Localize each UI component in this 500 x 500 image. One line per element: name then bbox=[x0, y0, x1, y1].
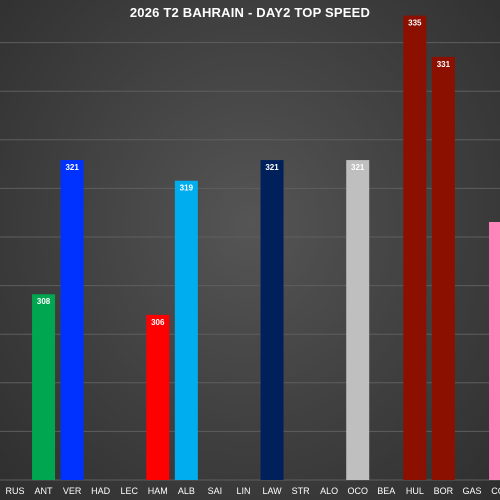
bar-oco bbox=[346, 160, 370, 480]
bar-bor bbox=[431, 56, 455, 480]
data-label-bor: 331 bbox=[437, 60, 451, 69]
x-tick-alb: ALB bbox=[178, 486, 195, 496]
bar-ham bbox=[146, 314, 170, 480]
data-label-ant: 308 bbox=[37, 297, 51, 306]
bar-ant bbox=[32, 294, 56, 480]
data-label-law: 321 bbox=[265, 163, 279, 172]
x-tick-oco: OCO bbox=[347, 486, 368, 496]
x-tick-col: COL bbox=[491, 486, 500, 496]
x-tick-ham: HAM bbox=[148, 486, 168, 496]
x-tick-law: LAW bbox=[262, 486, 282, 496]
x-tick-sai: SAI bbox=[208, 486, 223, 496]
x-tick-str: STR bbox=[292, 486, 311, 496]
data-label-oco: 321 bbox=[351, 163, 365, 172]
x-tick-gas: GAS bbox=[462, 486, 481, 496]
data-label-ham: 306 bbox=[151, 318, 165, 327]
data-label-alb: 319 bbox=[180, 184, 194, 193]
bar-ver bbox=[60, 160, 84, 480]
x-tick-ver: VER bbox=[63, 486, 82, 496]
bar-law bbox=[260, 160, 284, 480]
x-tick-ant: ANT bbox=[35, 486, 54, 496]
x-tick-bor: BOR bbox=[434, 486, 454, 496]
x-tick-hul: HUL bbox=[406, 486, 424, 496]
x-tick-rus: RUS bbox=[5, 486, 24, 496]
x-tick-alo: ALO bbox=[320, 486, 338, 496]
x-tick-had: HAD bbox=[91, 486, 111, 496]
x-tick-lec: LEC bbox=[120, 486, 138, 496]
chart-title: 2026 T2 BAHRAIN - DAY2 TOP SPEED bbox=[129, 5, 371, 20]
data-label-ver: 321 bbox=[65, 163, 79, 172]
bar-col bbox=[489, 222, 500, 480]
data-label-hul: 335 bbox=[408, 19, 422, 28]
x-tick-lin: LIN bbox=[236, 486, 250, 496]
bar-hul bbox=[403, 15, 427, 480]
bar-alb bbox=[174, 180, 198, 480]
x-tick-bea: BEA bbox=[377, 486, 395, 496]
